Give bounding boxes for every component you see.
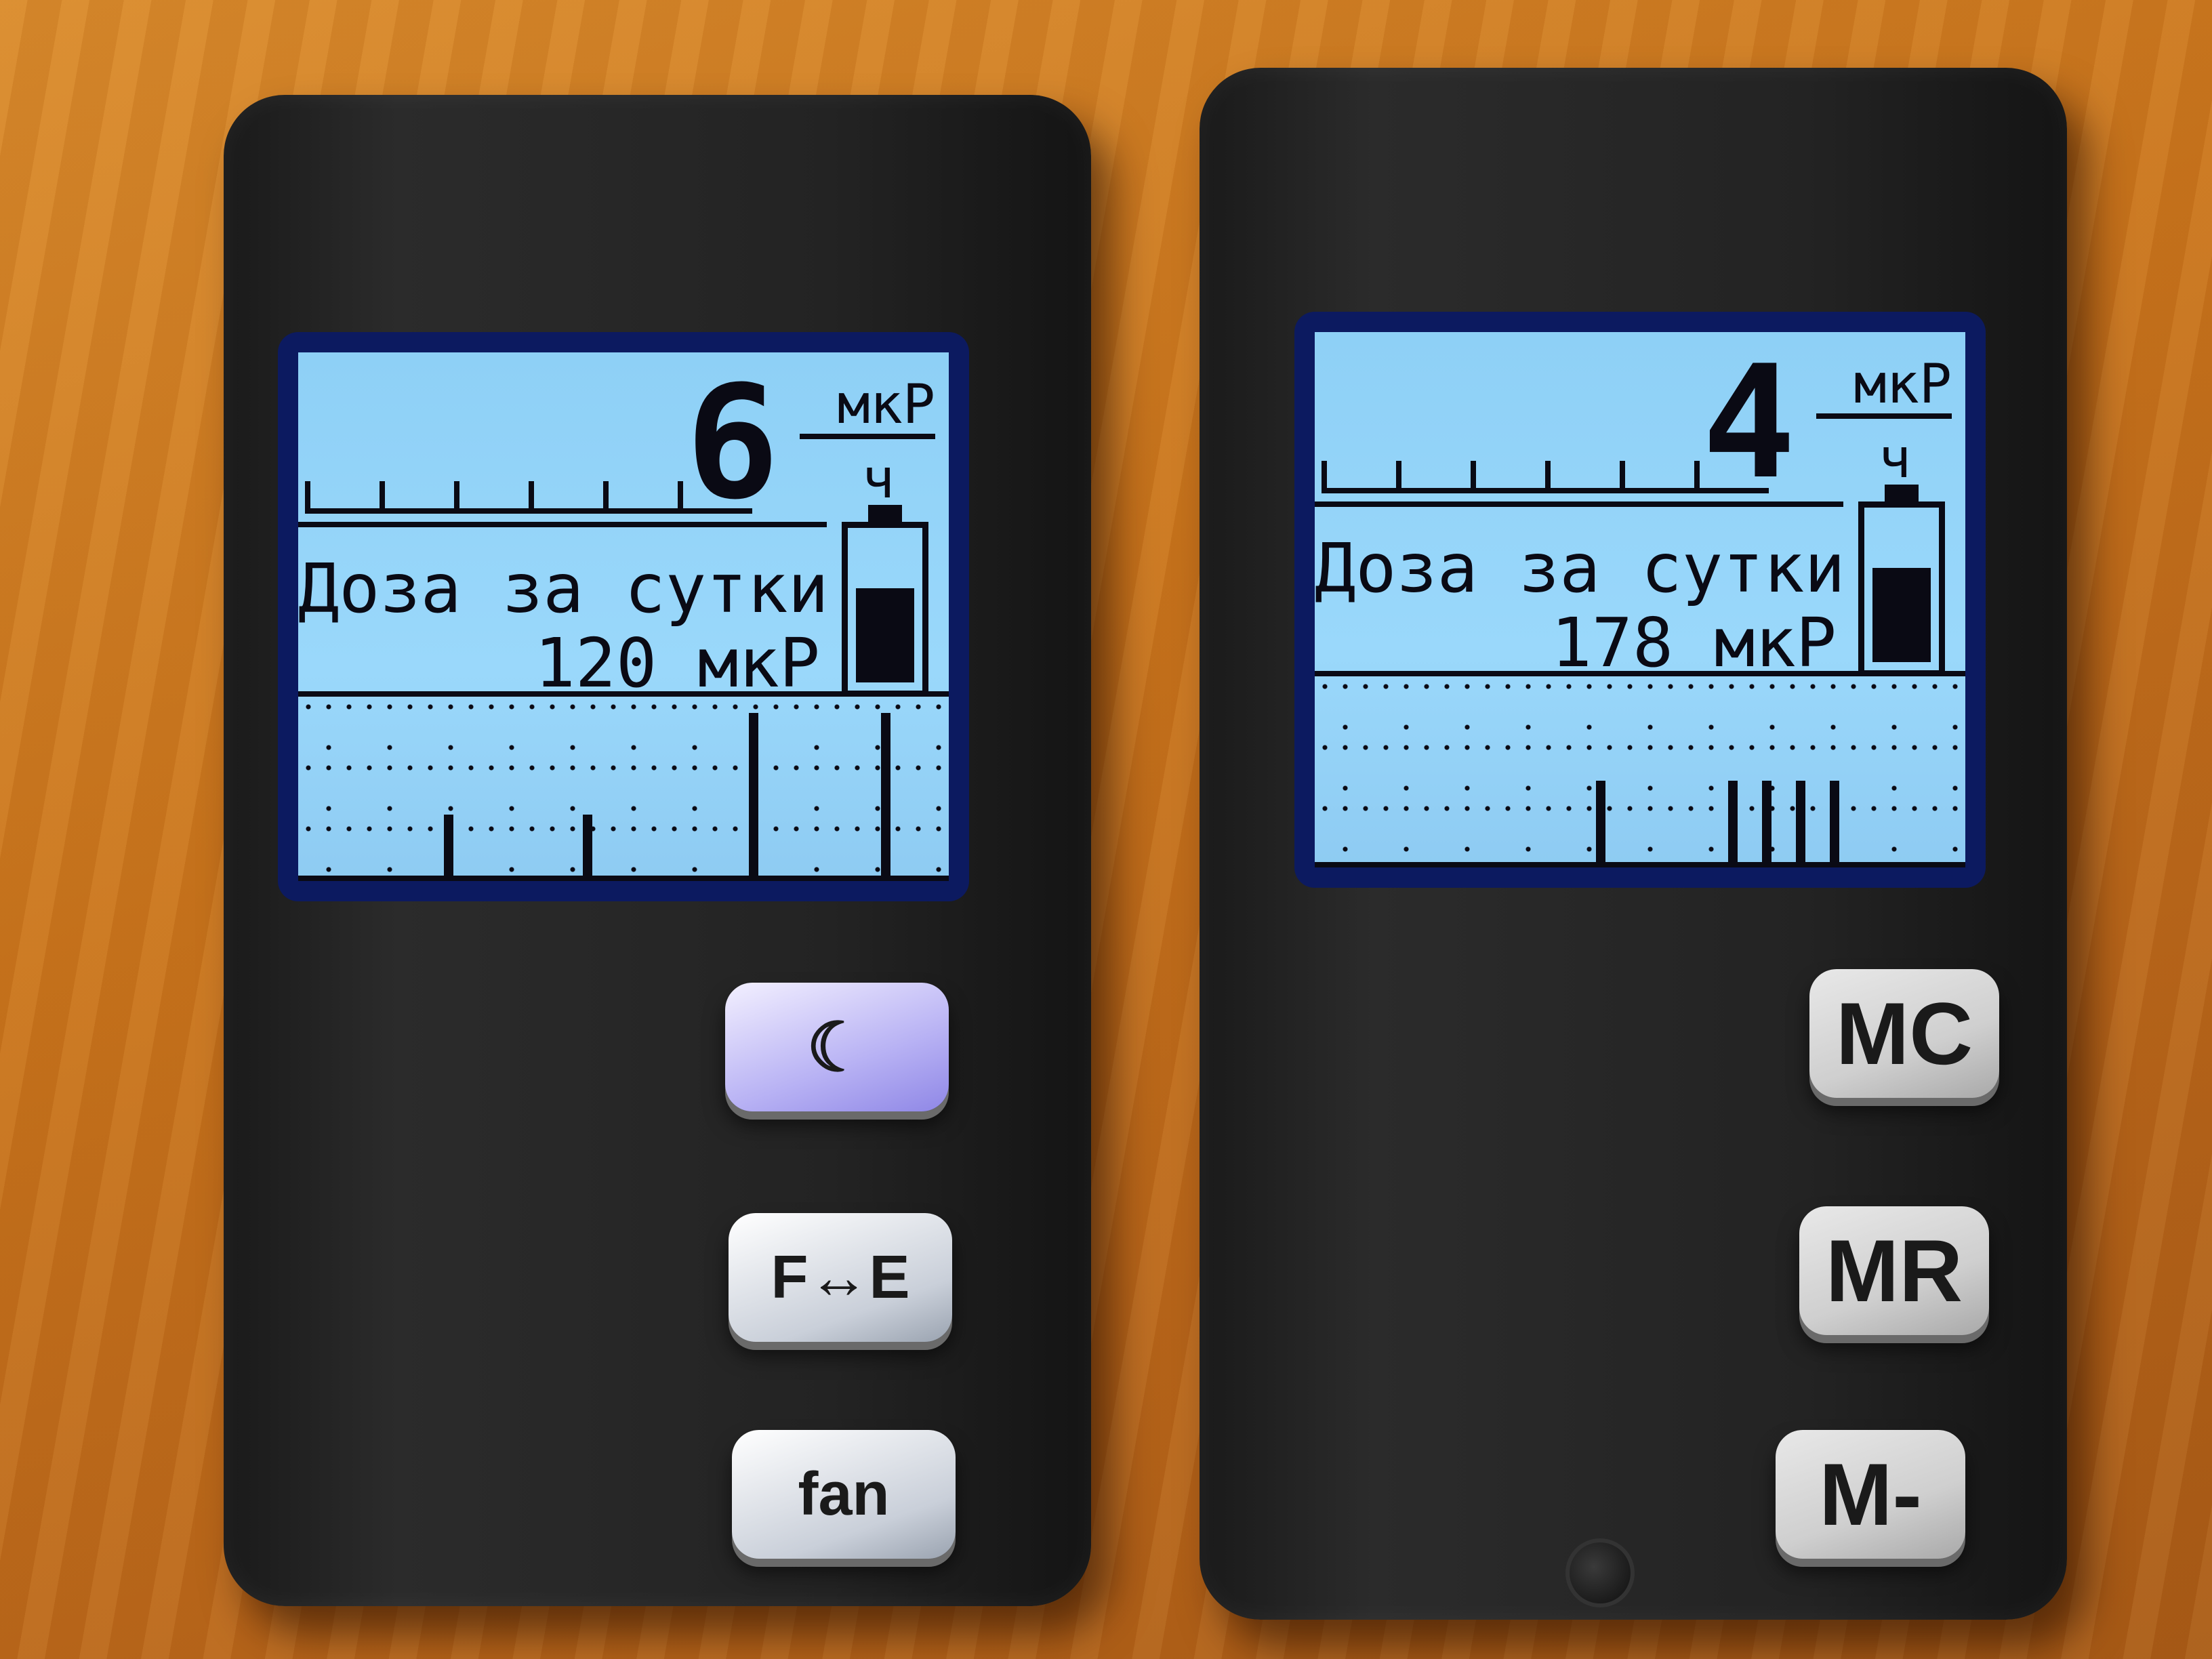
right-dosimeter: 4 мкР ч Доза за сутки 178 мкР MC MR M- xyxy=(1200,68,2067,1620)
graph-bar xyxy=(1762,781,1771,862)
left-history-graph xyxy=(298,691,949,881)
right-unit-fraction-line xyxy=(1816,413,1952,419)
left-dosimeter: 6 мкР ч Доза за сутки 120 мкР ☾ F↔E fan xyxy=(224,95,1091,1606)
m-minus-button[interactable]: M- xyxy=(1776,1430,1965,1559)
left-rate-unit-numerator: мкР xyxy=(837,373,936,436)
right-dose-label: Доза за сутки xyxy=(1315,529,1845,608)
graph-bar xyxy=(1796,781,1805,862)
indicator-led xyxy=(1565,1538,1635,1607)
mr-button[interactable]: MR xyxy=(1799,1206,1989,1335)
backlight-button[interactable]: ☾ xyxy=(725,983,949,1111)
left-lcd-display: 6 мкР ч Доза за сутки 120 мкР xyxy=(298,352,949,881)
left-dose-label: Доза за сутки xyxy=(298,549,829,628)
right-rate-unit-numerator: мкР xyxy=(1853,352,1952,415)
left-rate-unit-denominator: ч xyxy=(861,447,895,510)
right-battery-icon xyxy=(1858,485,1945,676)
right-screen-bezel: 4 мкР ч Доза за сутки 178 мкР xyxy=(1294,312,1986,888)
graph-bar xyxy=(444,815,453,876)
graph-bar xyxy=(1728,781,1738,862)
left-separator-line xyxy=(298,522,827,527)
left-screen-bezel: 6 мкР ч Доза за сутки 120 мкР xyxy=(278,332,969,901)
mc-button[interactable]: MC xyxy=(1809,969,1999,1098)
left-battery-icon xyxy=(842,505,928,697)
graph-bar xyxy=(881,713,890,876)
f-e-switch-button[interactable]: F↔E xyxy=(729,1213,952,1342)
right-history-graph xyxy=(1315,671,1965,867)
right-daily-dose-value: 178 мкР xyxy=(1551,603,1837,682)
right-rate-unit-denominator: ч xyxy=(1878,427,1911,490)
graph-bar xyxy=(1596,781,1605,862)
graph-bar xyxy=(583,815,592,876)
left-unit-fraction-line xyxy=(800,434,935,439)
graph-bar xyxy=(749,713,758,876)
graph-bar xyxy=(1830,781,1839,862)
left-daily-dose-value: 120 мкР xyxy=(534,623,820,703)
fan-button[interactable]: fan xyxy=(732,1430,956,1559)
right-lcd-display: 4 мкР ч Доза за сутки 178 мкР xyxy=(1315,332,1965,867)
right-separator-line xyxy=(1315,501,1843,507)
left-rate-scale xyxy=(305,481,752,514)
right-rate-scale xyxy=(1322,461,1769,493)
